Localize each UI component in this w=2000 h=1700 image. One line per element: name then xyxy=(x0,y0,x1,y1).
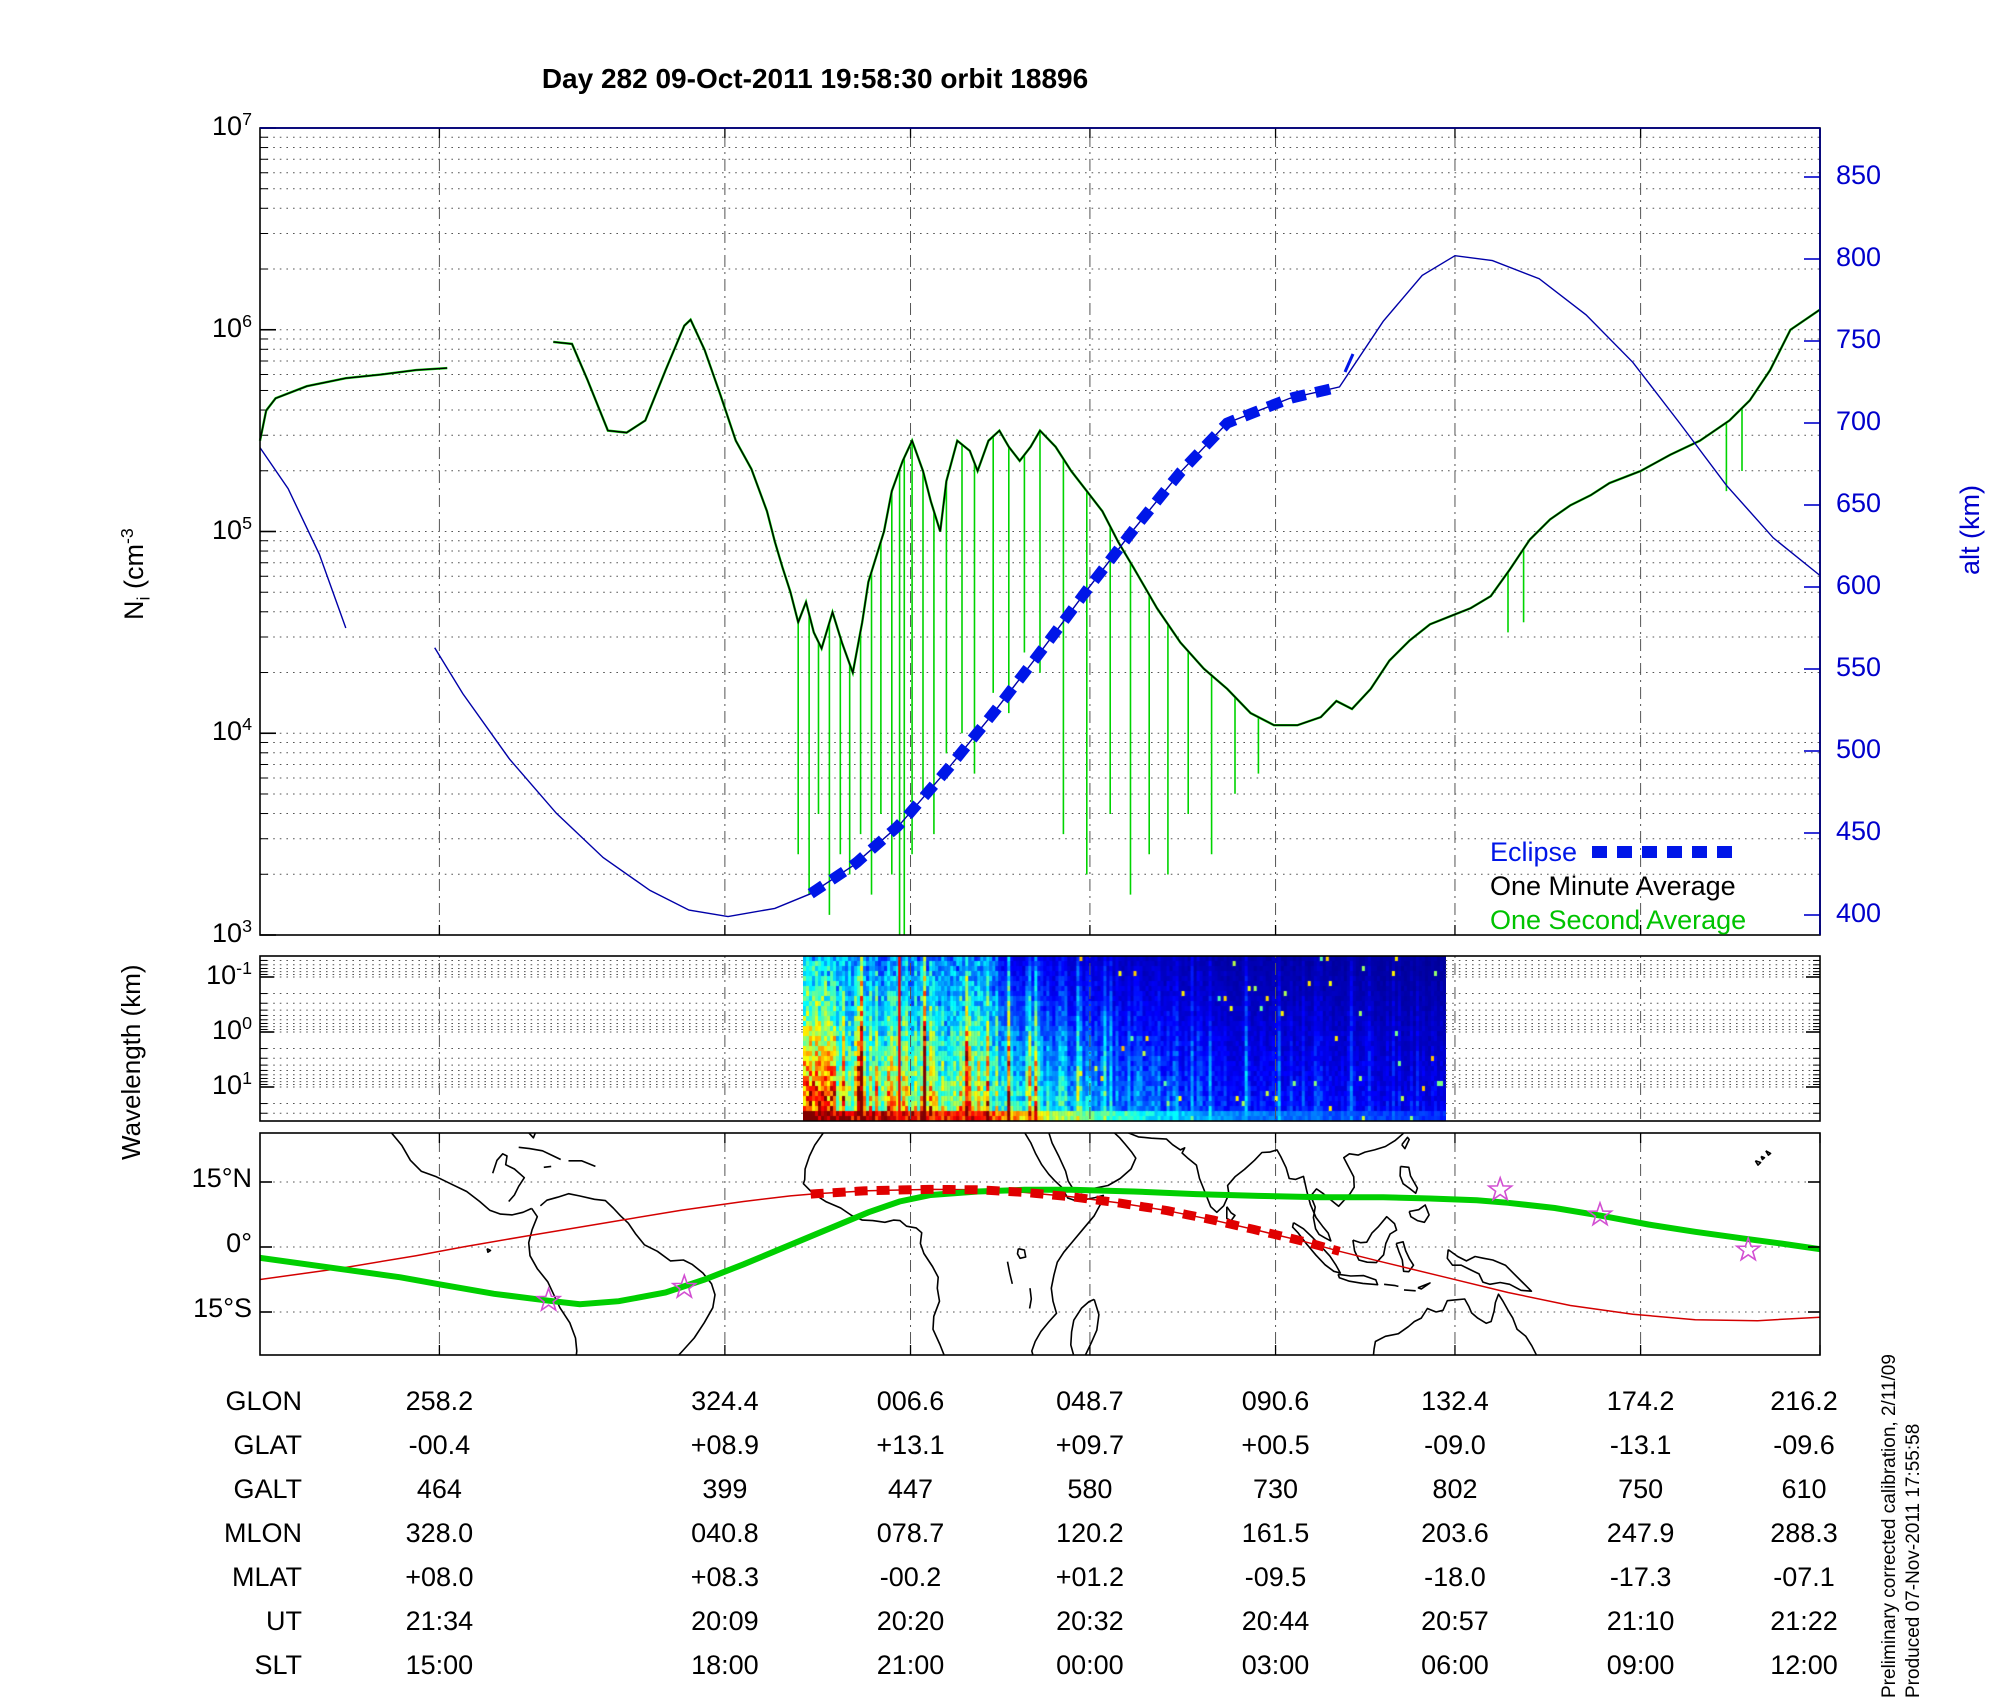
calibration-note-line: Preliminary corrected calibration, 2/11/… xyxy=(1879,1354,1900,1698)
table-cell: 048.7 xyxy=(1056,1386,1124,1416)
table-row-label: SLT xyxy=(254,1650,302,1680)
latitude-tick-label: 15°S xyxy=(193,1293,252,1323)
table-cell: 040.8 xyxy=(691,1518,759,1548)
table-cell: 20:32 xyxy=(1056,1606,1124,1636)
altitude-tick-label: 400 xyxy=(1836,898,1882,928)
altitude-tick-label: 500 xyxy=(1836,734,1882,764)
table-cell: 750 xyxy=(1618,1474,1664,1504)
table-cell: -07.1 xyxy=(1773,1562,1835,1592)
table-cell: 464 xyxy=(416,1474,462,1504)
table-cell: 802 xyxy=(1432,1474,1478,1504)
wavelength-axis-label: Wavelength (km) xyxy=(116,964,146,1160)
table-cell: 09:00 xyxy=(1606,1650,1675,1680)
table-cell: 20:57 xyxy=(1421,1606,1489,1636)
density-tick-label: 104 xyxy=(212,714,252,747)
wavelength-tick-label: 100 xyxy=(212,1013,252,1045)
density-tick-label: 107 xyxy=(212,109,252,141)
table-cell: 580 xyxy=(1067,1474,1113,1504)
table-cell: 03:00 xyxy=(1241,1650,1310,1680)
table-cell: 15:00 xyxy=(405,1650,474,1680)
table-cell: -18.0 xyxy=(1424,1562,1486,1592)
table-cell: 203.6 xyxy=(1421,1518,1489,1548)
table-cell: 20:09 xyxy=(691,1606,759,1636)
table-cell: 21:22 xyxy=(1770,1606,1838,1636)
table-cell: 20:44 xyxy=(1241,1606,1310,1636)
table-cell: 21:00 xyxy=(876,1650,945,1680)
table-cell: +08.3 xyxy=(690,1562,760,1592)
table-cell: -09.0 xyxy=(1424,1430,1486,1460)
density-tick-label: 103 xyxy=(212,916,252,948)
table-cell: 12:00 xyxy=(1770,1650,1838,1680)
table-cell: -13.1 xyxy=(1609,1430,1672,1460)
wavelength-tick-label: 10-1 xyxy=(206,958,252,990)
table-cell: 247.9 xyxy=(1606,1518,1675,1548)
table-cell: +09.7 xyxy=(1055,1430,1125,1460)
table-row-label: GLAT xyxy=(233,1430,302,1460)
table-cell: 21:10 xyxy=(1606,1606,1675,1636)
altitude-tick-label: 450 xyxy=(1836,816,1882,846)
table-cell: 328.0 xyxy=(405,1518,474,1548)
table-cell: +00.5 xyxy=(1241,1430,1310,1460)
table-cell: 258.2 xyxy=(405,1386,474,1416)
table-cell: -00.4 xyxy=(408,1430,471,1460)
table-cell: 399 xyxy=(702,1474,748,1504)
legend-one-second-label: One Second Average xyxy=(1490,905,1747,935)
produced-note-line: Produced 07-Nov-2011 17:55:58 xyxy=(1903,1423,1924,1698)
density-tick-label: 105 xyxy=(212,512,252,545)
table-cell: 21:34 xyxy=(405,1606,474,1636)
table-cell: +08.9 xyxy=(690,1430,760,1460)
wavelength-tick-label: 101 xyxy=(212,1068,252,1100)
table-cell: 174.2 xyxy=(1606,1386,1675,1416)
table-cell: 120.2 xyxy=(1056,1518,1124,1548)
table-cell: 06:00 xyxy=(1421,1650,1489,1680)
altitude-tick-label: 800 xyxy=(1836,242,1882,272)
table-cell: +13.1 xyxy=(876,1430,945,1460)
production-note: Preliminary corrected calibration, 2/11/… xyxy=(1878,1354,1926,1698)
altitude-tick-label: 850 xyxy=(1836,160,1882,190)
table-cell: 216.2 xyxy=(1770,1386,1838,1416)
table-row-label: MLAT xyxy=(231,1562,302,1592)
latitude-tick-label: 0° xyxy=(226,1228,252,1258)
page-title: Day 282 09-Oct-2011 19:58:30 orbit 18896 xyxy=(541,63,1089,94)
table-cell: 288.3 xyxy=(1770,1518,1838,1548)
table-row-label: GALT xyxy=(233,1474,302,1504)
table-cell: 132.4 xyxy=(1421,1386,1489,1416)
table-cell: 078.7 xyxy=(876,1518,945,1548)
altitude-tick-label: 750 xyxy=(1836,324,1882,354)
altitude-tick-label: 650 xyxy=(1836,488,1882,518)
legend-one-minute-label: One Minute Average xyxy=(1490,871,1736,901)
table-cell: 730 xyxy=(1253,1474,1299,1504)
table-cell: -09.5 xyxy=(1244,1562,1307,1592)
table-cell: 090.6 xyxy=(1241,1386,1310,1416)
table-cell: -00.2 xyxy=(879,1562,942,1592)
altitude-tick-label: 550 xyxy=(1836,652,1882,682)
legend-eclipse-label: Eclipse xyxy=(1490,837,1578,867)
table-cell: 610 xyxy=(1781,1474,1827,1504)
table-cell: -17.3 xyxy=(1609,1562,1672,1592)
altitude-axis-label: alt (km) xyxy=(1955,485,1985,575)
table-cell: 00:00 xyxy=(1056,1650,1124,1680)
table-row-label: MLON xyxy=(223,1518,302,1548)
table-cell: -09.6 xyxy=(1773,1430,1835,1460)
table-cell: 18:00 xyxy=(691,1650,759,1680)
altitude-tick-label: 600 xyxy=(1836,570,1882,600)
altitude-tick-label: 700 xyxy=(1836,406,1882,436)
table-cell: 447 xyxy=(887,1474,934,1504)
latitude-tick-label: 15°N xyxy=(191,1163,252,1193)
table-cell: 161.5 xyxy=(1241,1518,1310,1548)
legend-eclipse-dashes xyxy=(1592,846,1732,858)
table-row-label: GLON xyxy=(225,1386,302,1416)
table-cell: +01.2 xyxy=(1055,1562,1125,1592)
table-cell: 20:20 xyxy=(876,1606,945,1636)
table-row-label: UT xyxy=(266,1606,302,1636)
density-tick-label: 106 xyxy=(212,310,252,343)
table-cell: 324.4 xyxy=(691,1386,759,1416)
table-cell: +08.0 xyxy=(405,1562,474,1592)
table-cell: 006.6 xyxy=(876,1386,945,1416)
